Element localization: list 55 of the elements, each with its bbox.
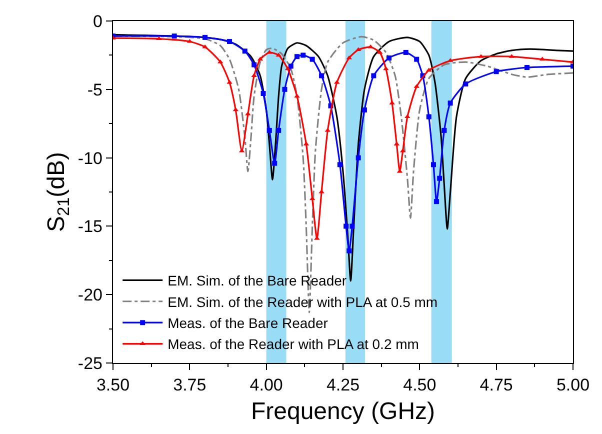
- point: [242, 48, 248, 54]
- point: [266, 128, 272, 133]
- point: [288, 64, 294, 69]
- point: [386, 55, 392, 60]
- y-tick-label: -25: [78, 354, 102, 373]
- y-tick-label: -10: [78, 148, 102, 168]
- point: [403, 50, 408, 55]
- x-tick-label: 3.50: [96, 376, 130, 394]
- y-tick-label: -15: [78, 217, 102, 236]
- point: [494, 69, 499, 74]
- point: [437, 176, 442, 181]
- x-tick-label: 4.75: [480, 376, 513, 394]
- point: [524, 65, 530, 70]
- legend-label: EM. Sim. of the Bare Reader: [168, 272, 347, 289]
- x-tick-label: 4.25: [326, 376, 360, 394]
- point: [371, 73, 376, 78]
- point: [319, 73, 324, 78]
- point: [414, 56, 420, 62]
- point: [276, 128, 282, 133]
- y-tick-label: -5: [87, 80, 102, 100]
- point: [156, 36, 162, 40]
- point: [252, 62, 257, 68]
- point: [463, 81, 468, 86]
- point: [172, 34, 177, 39]
- y-tick-label: -20: [78, 286, 102, 305]
- x-tick-label: 5.00: [556, 376, 590, 394]
- point: [294, 54, 300, 60]
- point: [430, 162, 436, 168]
- point: [337, 162, 342, 168]
- x-axis-title: Frequency (GHz): [250, 398, 436, 425]
- point: [282, 86, 288, 92]
- point: [383, 66, 389, 70]
- point: [344, 224, 349, 229]
- point: [272, 160, 278, 166]
- point: [350, 224, 355, 229]
- point: [404, 114, 410, 118]
- point: [300, 52, 306, 58]
- legend-label: Meas. of the Bare Reader: [168, 315, 328, 332]
- point: [260, 91, 266, 96]
- point: [442, 128, 447, 133]
- x-tick-label: 4.50: [403, 376, 436, 394]
- point: [202, 34, 208, 40]
- point: [426, 114, 432, 120]
- x-tick-label: 4.00: [250, 376, 283, 394]
- legend-label: EM. Sim. of the Reader with PLA at 0.5 mm: [168, 294, 438, 310]
- point: [346, 248, 352, 254]
- x-tick-label: 3.75: [173, 376, 206, 394]
- y-tick-label: 0: [93, 12, 102, 31]
- legend-label: Meas. of the Reader with PLA at 0.2 mm: [168, 336, 419, 352]
- point: [448, 100, 453, 106]
- point: [434, 199, 440, 204]
- point: [227, 39, 232, 44]
- point: [356, 155, 361, 160]
- point: [362, 107, 367, 112]
- point: [310, 56, 315, 62]
